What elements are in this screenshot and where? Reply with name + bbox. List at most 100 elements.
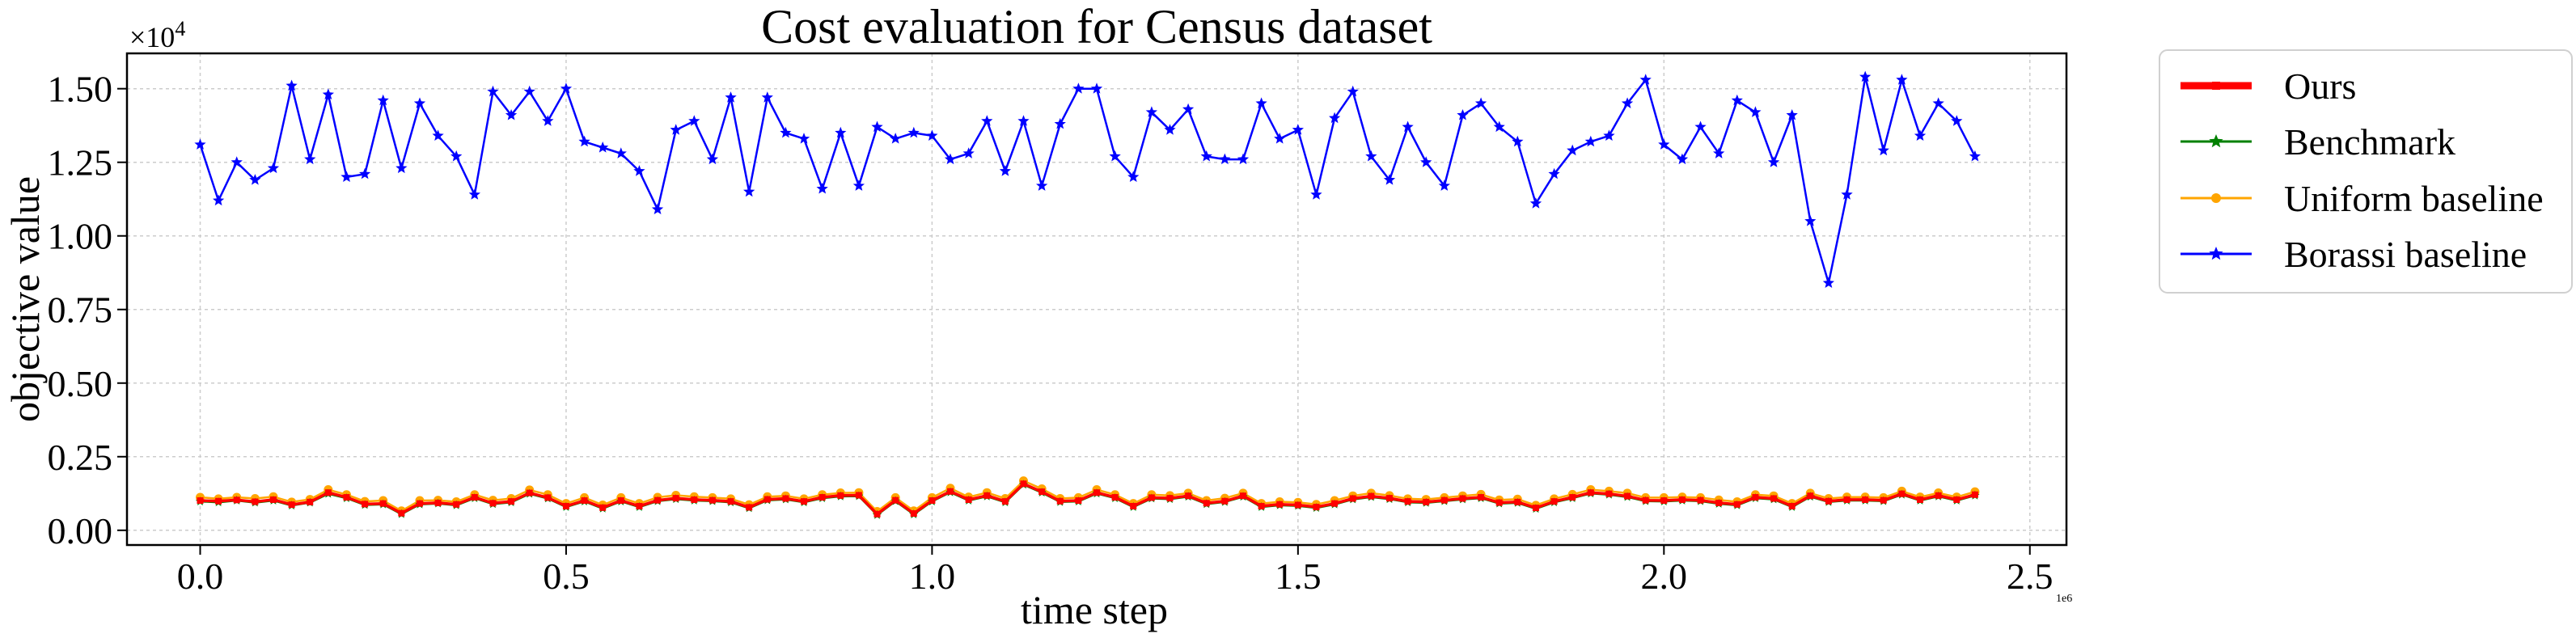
data-point — [782, 495, 789, 502]
data-point — [1365, 150, 1377, 162]
data-point — [450, 150, 463, 162]
data-point — [688, 115, 700, 126]
data-point — [304, 153, 316, 165]
data-point — [636, 502, 643, 509]
data-point — [1017, 115, 1030, 126]
legend-item: Ours — [2181, 65, 2356, 107]
data-point — [1880, 496, 1887, 504]
data-point — [1567, 144, 1579, 156]
data-point — [763, 496, 771, 503]
data-point — [215, 497, 222, 505]
data-point — [1404, 498, 1411, 505]
data-point — [837, 492, 844, 499]
data-point — [928, 497, 936, 505]
data-point — [267, 162, 280, 174]
data-point — [1457, 109, 1469, 120]
data-point — [1038, 488, 1046, 496]
data-point — [1145, 106, 1157, 117]
data-point — [578, 135, 590, 147]
data-point — [1310, 188, 1322, 200]
data-point — [1587, 489, 1594, 496]
data-point — [508, 498, 515, 505]
data-point — [651, 203, 664, 214]
y-tick-label: 1.50 — [48, 69, 113, 110]
data-point — [1532, 505, 1539, 512]
data-point — [398, 509, 405, 517]
data-point — [1056, 497, 1064, 505]
data-point — [1255, 97, 1267, 108]
data-point — [343, 494, 350, 501]
data-point — [231, 156, 243, 167]
data-point — [286, 79, 298, 91]
data-point — [1420, 156, 1432, 167]
data-point — [1749, 106, 1762, 117]
data-point — [523, 85, 535, 97]
data-point — [1495, 499, 1503, 506]
data-point — [672, 495, 679, 502]
legend-marker — [2211, 193, 2221, 203]
data-point — [1843, 496, 1851, 503]
y-offset-exponent: 4 — [175, 17, 185, 40]
data-point — [341, 171, 353, 182]
legend: Ours Benchmark Uniform baseline Borassi bas… — [2159, 49, 2573, 294]
data-point — [1276, 501, 1284, 508]
data-point — [1841, 188, 1853, 200]
data-point — [835, 126, 847, 138]
data-point — [1896, 74, 1908, 85]
data-point — [1182, 103, 1195, 115]
x-axis: 0.0 0.5 1.0 1.5 2.0 2.5 — [177, 545, 2054, 597]
y-offset-label: ×104 — [129, 17, 185, 53]
data-point — [761, 91, 773, 103]
y-axis: 0.00 0.25 0.50 0.75 1.00 1.25 1.50 — [48, 69, 127, 551]
data-point — [873, 510, 881, 518]
legend-marker — [2209, 134, 2223, 148]
data-point — [1932, 97, 1944, 108]
data-point — [1752, 494, 1759, 501]
x-tick-label: 2.5 — [2007, 556, 2054, 597]
data-point — [1148, 494, 1155, 501]
data-point — [377, 94, 389, 106]
data-point — [1274, 133, 1286, 144]
data-point — [1075, 497, 1082, 505]
data-point — [981, 115, 993, 126]
data-point — [1514, 498, 1521, 505]
data-point — [1166, 495, 1174, 502]
data-point — [1329, 112, 1341, 124]
data-point — [1660, 497, 1668, 505]
data-point — [1550, 498, 1558, 505]
data-point — [1020, 480, 1027, 488]
data-point — [780, 126, 792, 138]
data-point — [1185, 492, 1192, 500]
data-point — [965, 496, 972, 503]
data-point — [288, 501, 295, 509]
x-tick-label: 0.5 — [543, 556, 590, 597]
data-point — [379, 500, 387, 507]
data-point — [892, 496, 899, 504]
data-point — [434, 499, 442, 506]
legend-frame — [2159, 49, 2573, 294]
data-point — [197, 497, 204, 505]
data-point — [213, 194, 225, 206]
data-point — [1639, 74, 1652, 85]
data-point — [1603, 129, 1615, 141]
data-point — [1109, 150, 1121, 162]
data-point — [1953, 496, 1961, 503]
x-offset-label: 1e6 — [2056, 593, 2072, 605]
data-point — [307, 498, 314, 505]
data-point — [1368, 492, 1375, 500]
data-point — [1294, 501, 1301, 509]
data-point — [1072, 82, 1085, 94]
data-point — [1788, 502, 1796, 509]
data-point — [1438, 180, 1450, 191]
data-point — [910, 510, 917, 518]
data-point — [1090, 82, 1103, 94]
data-point — [1164, 124, 1176, 135]
data-point — [725, 91, 737, 103]
data-point — [233, 496, 240, 504]
data-point — [1898, 490, 1906, 497]
data-point — [907, 126, 920, 138]
data-point — [1715, 499, 1723, 506]
plot-frame — [125, 52, 2068, 547]
